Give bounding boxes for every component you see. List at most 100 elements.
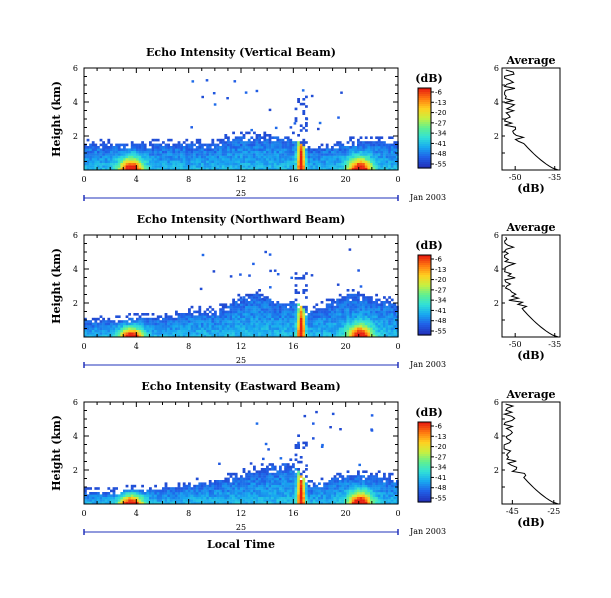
echo-cell: [383, 482, 386, 485]
echo-cell: [305, 272, 308, 275]
echo-cell: [315, 315, 319, 318]
echo-cell: [315, 148, 319, 151]
echo-cell: [279, 315, 282, 318]
average-y-tick-label: 4: [494, 432, 499, 441]
echo-cell: [292, 482, 295, 485]
echo-cell: [102, 148, 105, 151]
echo-cell: [390, 167, 394, 171]
echo-cell: [375, 310, 378, 314]
echo-cell: [292, 475, 295, 478]
echo-cell: [273, 308, 277, 311]
echo-cell: [364, 150, 368, 154]
echo-cell: [302, 322, 306, 326]
echo-cell: [242, 325, 246, 328]
echo-cell: [203, 317, 207, 321]
echo-cell: [284, 322, 287, 326]
echo-cell: [276, 320, 280, 323]
echo-cell: [349, 308, 352, 311]
average-x-tick-label: -50: [509, 340, 522, 349]
echo-cell: [375, 305, 378, 309]
colorbar-swatch: [418, 106, 431, 109]
echo-cell: [245, 487, 248, 490]
echo-cell: [193, 165, 196, 168]
echo-cell: [396, 305, 399, 309]
echo-cell: [125, 492, 129, 495]
echo-cell: [271, 496, 274, 500]
echo-cell: [232, 131, 235, 135]
echo-cell: [383, 303, 386, 306]
echo-cell: [247, 320, 251, 323]
echo-cell: [359, 165, 363, 168]
echo-cell: [86, 332, 90, 335]
echo-cell: [234, 167, 238, 171]
echo-cell: [206, 334, 209, 338]
echo-cell: [354, 308, 358, 311]
echo-cell: [289, 158, 293, 161]
echo-cell: [364, 143, 368, 147]
echo-cell: [185, 332, 189, 335]
echo-cell: [310, 494, 313, 497]
echo-cell: [266, 465, 269, 469]
echo-cell: [370, 484, 373, 488]
echo-cell: [221, 489, 225, 493]
echo-cell: [253, 315, 256, 318]
echo-cell: [388, 322, 391, 326]
echo-cell: [143, 325, 147, 328]
echo-cell: [133, 320, 137, 323]
echo-cell: [333, 496, 337, 500]
echo-cell: [336, 317, 339, 321]
echo-cell: [281, 475, 285, 478]
echo-cell: [117, 143, 121, 147]
echo-cell: [279, 496, 282, 500]
echo-cell: [260, 329, 264, 333]
echo-cell: [385, 489, 389, 493]
echo-cell: [97, 487, 100, 490]
echo-cell: [125, 155, 129, 159]
echo-cell: [245, 334, 248, 338]
echo-cell: [104, 158, 108, 161]
y-tick-label: 2: [73, 132, 78, 141]
echo-cell: [318, 499, 321, 502]
colorbar-swatch: [418, 321, 431, 324]
average-y-tick-label: 2: [494, 299, 499, 308]
echo-cell: [234, 499, 238, 502]
echo-cell: [133, 150, 137, 154]
echo-cell: [336, 143, 339, 147]
echo-cell: [364, 494, 368, 497]
echo-cell: [367, 310, 371, 314]
echo-cell: [250, 150, 254, 154]
echo-cell: [107, 494, 111, 497]
echo-cell: [297, 496, 300, 500]
echo-speckle: [290, 276, 293, 279]
echo-cell: [260, 143, 264, 147]
echo-cell: [354, 489, 358, 493]
colorbar-swatch: [418, 92, 431, 95]
echo-cell: [221, 494, 225, 497]
echo-cell: [112, 499, 116, 502]
echo-cell: [172, 499, 176, 502]
echo-cell: [341, 296, 345, 299]
echo-cell: [115, 487, 118, 490]
echo-cell: [377, 489, 381, 493]
echo-cell: [149, 160, 152, 163]
echo-cell: [292, 148, 295, 151]
echo-cell: [351, 320, 355, 323]
echo-cell: [263, 136, 267, 139]
echo-cell: [364, 313, 368, 316]
echo-cell: [294, 162, 298, 166]
echo-cell: [104, 160, 108, 163]
echo-cell: [357, 475, 360, 478]
echo-cell: [167, 325, 170, 328]
echo-cell: [385, 167, 389, 171]
echo-cell: [385, 329, 389, 333]
echo-cell: [276, 501, 280, 505]
echo-cell: [346, 165, 350, 168]
echo-cell: [323, 160, 326, 163]
echo-cell: [151, 146, 155, 149]
echo-cell: [271, 494, 274, 497]
echo-cell: [169, 162, 173, 166]
echo-cell: [141, 143, 144, 147]
panel-title: Echo Intensity (Eastward Beam): [141, 380, 340, 393]
echo-speckle: [317, 127, 320, 131]
echo-cell: [266, 141, 269, 144]
